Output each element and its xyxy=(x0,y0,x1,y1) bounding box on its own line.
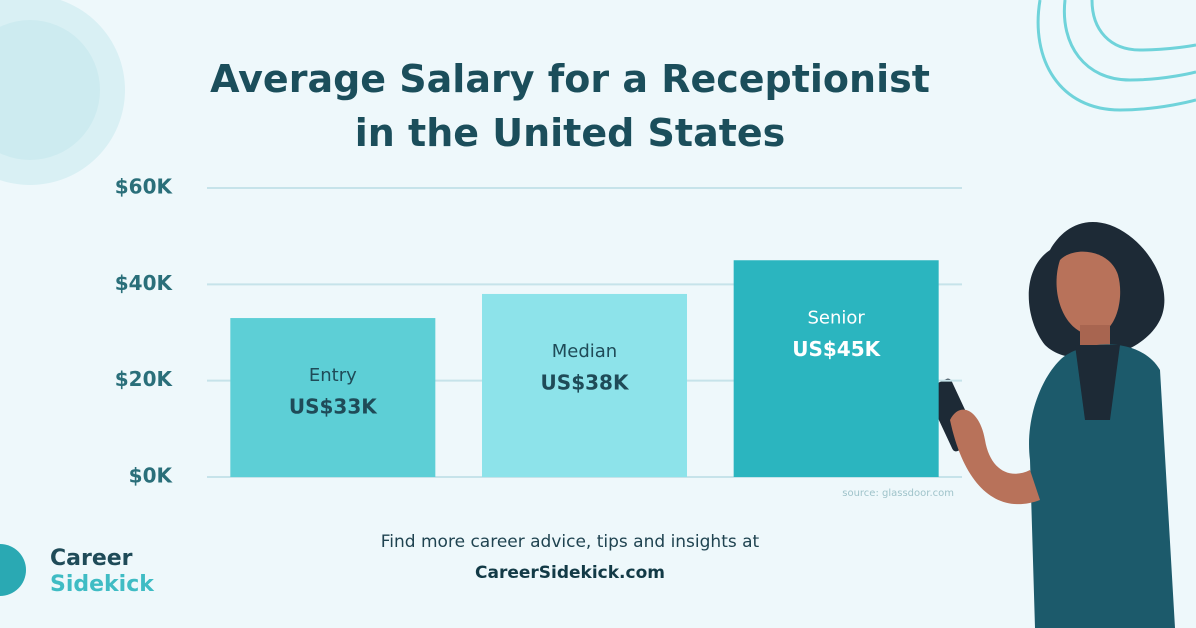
y-tick-label: $40K xyxy=(115,271,174,295)
value-label: US$38K xyxy=(541,370,630,394)
value-label: US$45K xyxy=(792,337,881,361)
y-tick-label: $60K xyxy=(115,175,174,199)
bar xyxy=(482,293,687,477)
logo: Career Sidekick xyxy=(50,546,154,598)
deco-circle xyxy=(0,20,100,160)
logo-line: Career xyxy=(50,546,133,571)
deco-lines xyxy=(1036,0,1196,112)
bar xyxy=(733,260,939,477)
y-tick-label: $20K xyxy=(115,367,174,391)
category-label: Senior xyxy=(808,307,866,328)
logo-line: Sidekick xyxy=(50,572,154,597)
value-label: US$33K xyxy=(289,395,378,419)
y-tick-label: $0K xyxy=(129,464,174,488)
illustration xyxy=(925,222,1175,628)
chart-title: Average Salary for a Receptionist in the… xyxy=(210,57,930,155)
category-label: Entry xyxy=(309,365,357,386)
source-note: source: glassdoor.com xyxy=(842,488,954,499)
logo-icon xyxy=(0,544,26,596)
bar xyxy=(230,318,436,477)
footer-link[interactable]: CareerSidekick.com xyxy=(475,563,665,583)
category-label: Median xyxy=(552,341,617,362)
footer-text: Find more career advice, tips and insigh… xyxy=(380,532,760,552)
